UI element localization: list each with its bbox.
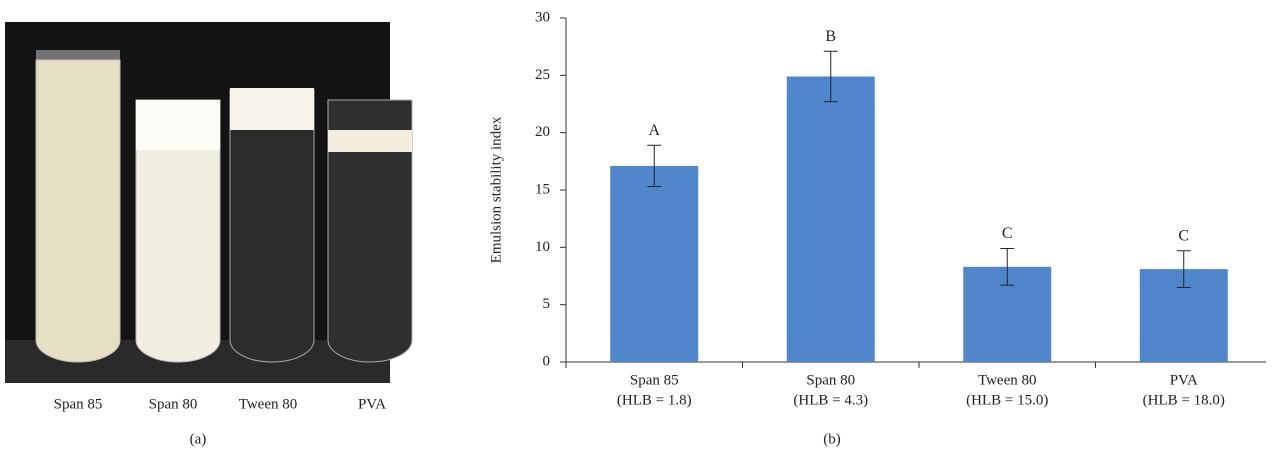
foam-layer — [136, 100, 220, 150]
x-tick-sublabel: (HLB = 4.3) — [793, 392, 868, 408]
photo-label: Tween 80 — [239, 396, 298, 412]
x-tick-sublabel: (HLB = 18.0) — [1143, 392, 1225, 408]
x-tick-label: Tween 80 — [978, 372, 1037, 388]
significance-letter: C — [1002, 225, 1013, 242]
photo-caption: (a) — [190, 431, 207, 447]
tube — [327, 99, 413, 363]
y-tick-label: 20 — [535, 124, 550, 140]
tube — [35, 59, 121, 363]
foam-layer — [328, 130, 412, 152]
y-tick-label: 15 — [535, 181, 550, 197]
tube — [135, 99, 221, 363]
bar — [786, 76, 875, 362]
chart-caption: (b) — [823, 431, 841, 447]
x-tick-sublabel: (HLB = 1.8) — [617, 392, 692, 408]
tube — [229, 89, 315, 363]
x-tick-sublabel: (HLB = 15.0) — [966, 392, 1048, 408]
y-tick-label: 5 — [543, 296, 551, 312]
photo — [5, 22, 413, 383]
tube-rim — [36, 50, 120, 60]
y-tick-label: 10 — [535, 239, 550, 255]
photo-label: Span 80 — [149, 396, 198, 412]
significance-letter: A — [648, 122, 660, 139]
photo-label: Span 85 — [54, 396, 103, 412]
y-tick-label: 30 — [535, 9, 550, 25]
x-tick-label: Span 80 — [806, 372, 855, 388]
x-tick-label: PVA — [1170, 372, 1198, 388]
y-tick-label: 25 — [535, 67, 550, 83]
significance-letter: C — [1178, 227, 1189, 244]
x-tick-label: Span 85 — [630, 372, 679, 388]
foam-layer — [230, 88, 314, 130]
significance-letter: B — [825, 28, 836, 45]
bar — [610, 165, 699, 362]
y-axis-label: Emulsion stability index — [488, 116, 504, 263]
photo-label: PVA — [358, 396, 386, 412]
y-tick-label: 0 — [543, 353, 551, 369]
